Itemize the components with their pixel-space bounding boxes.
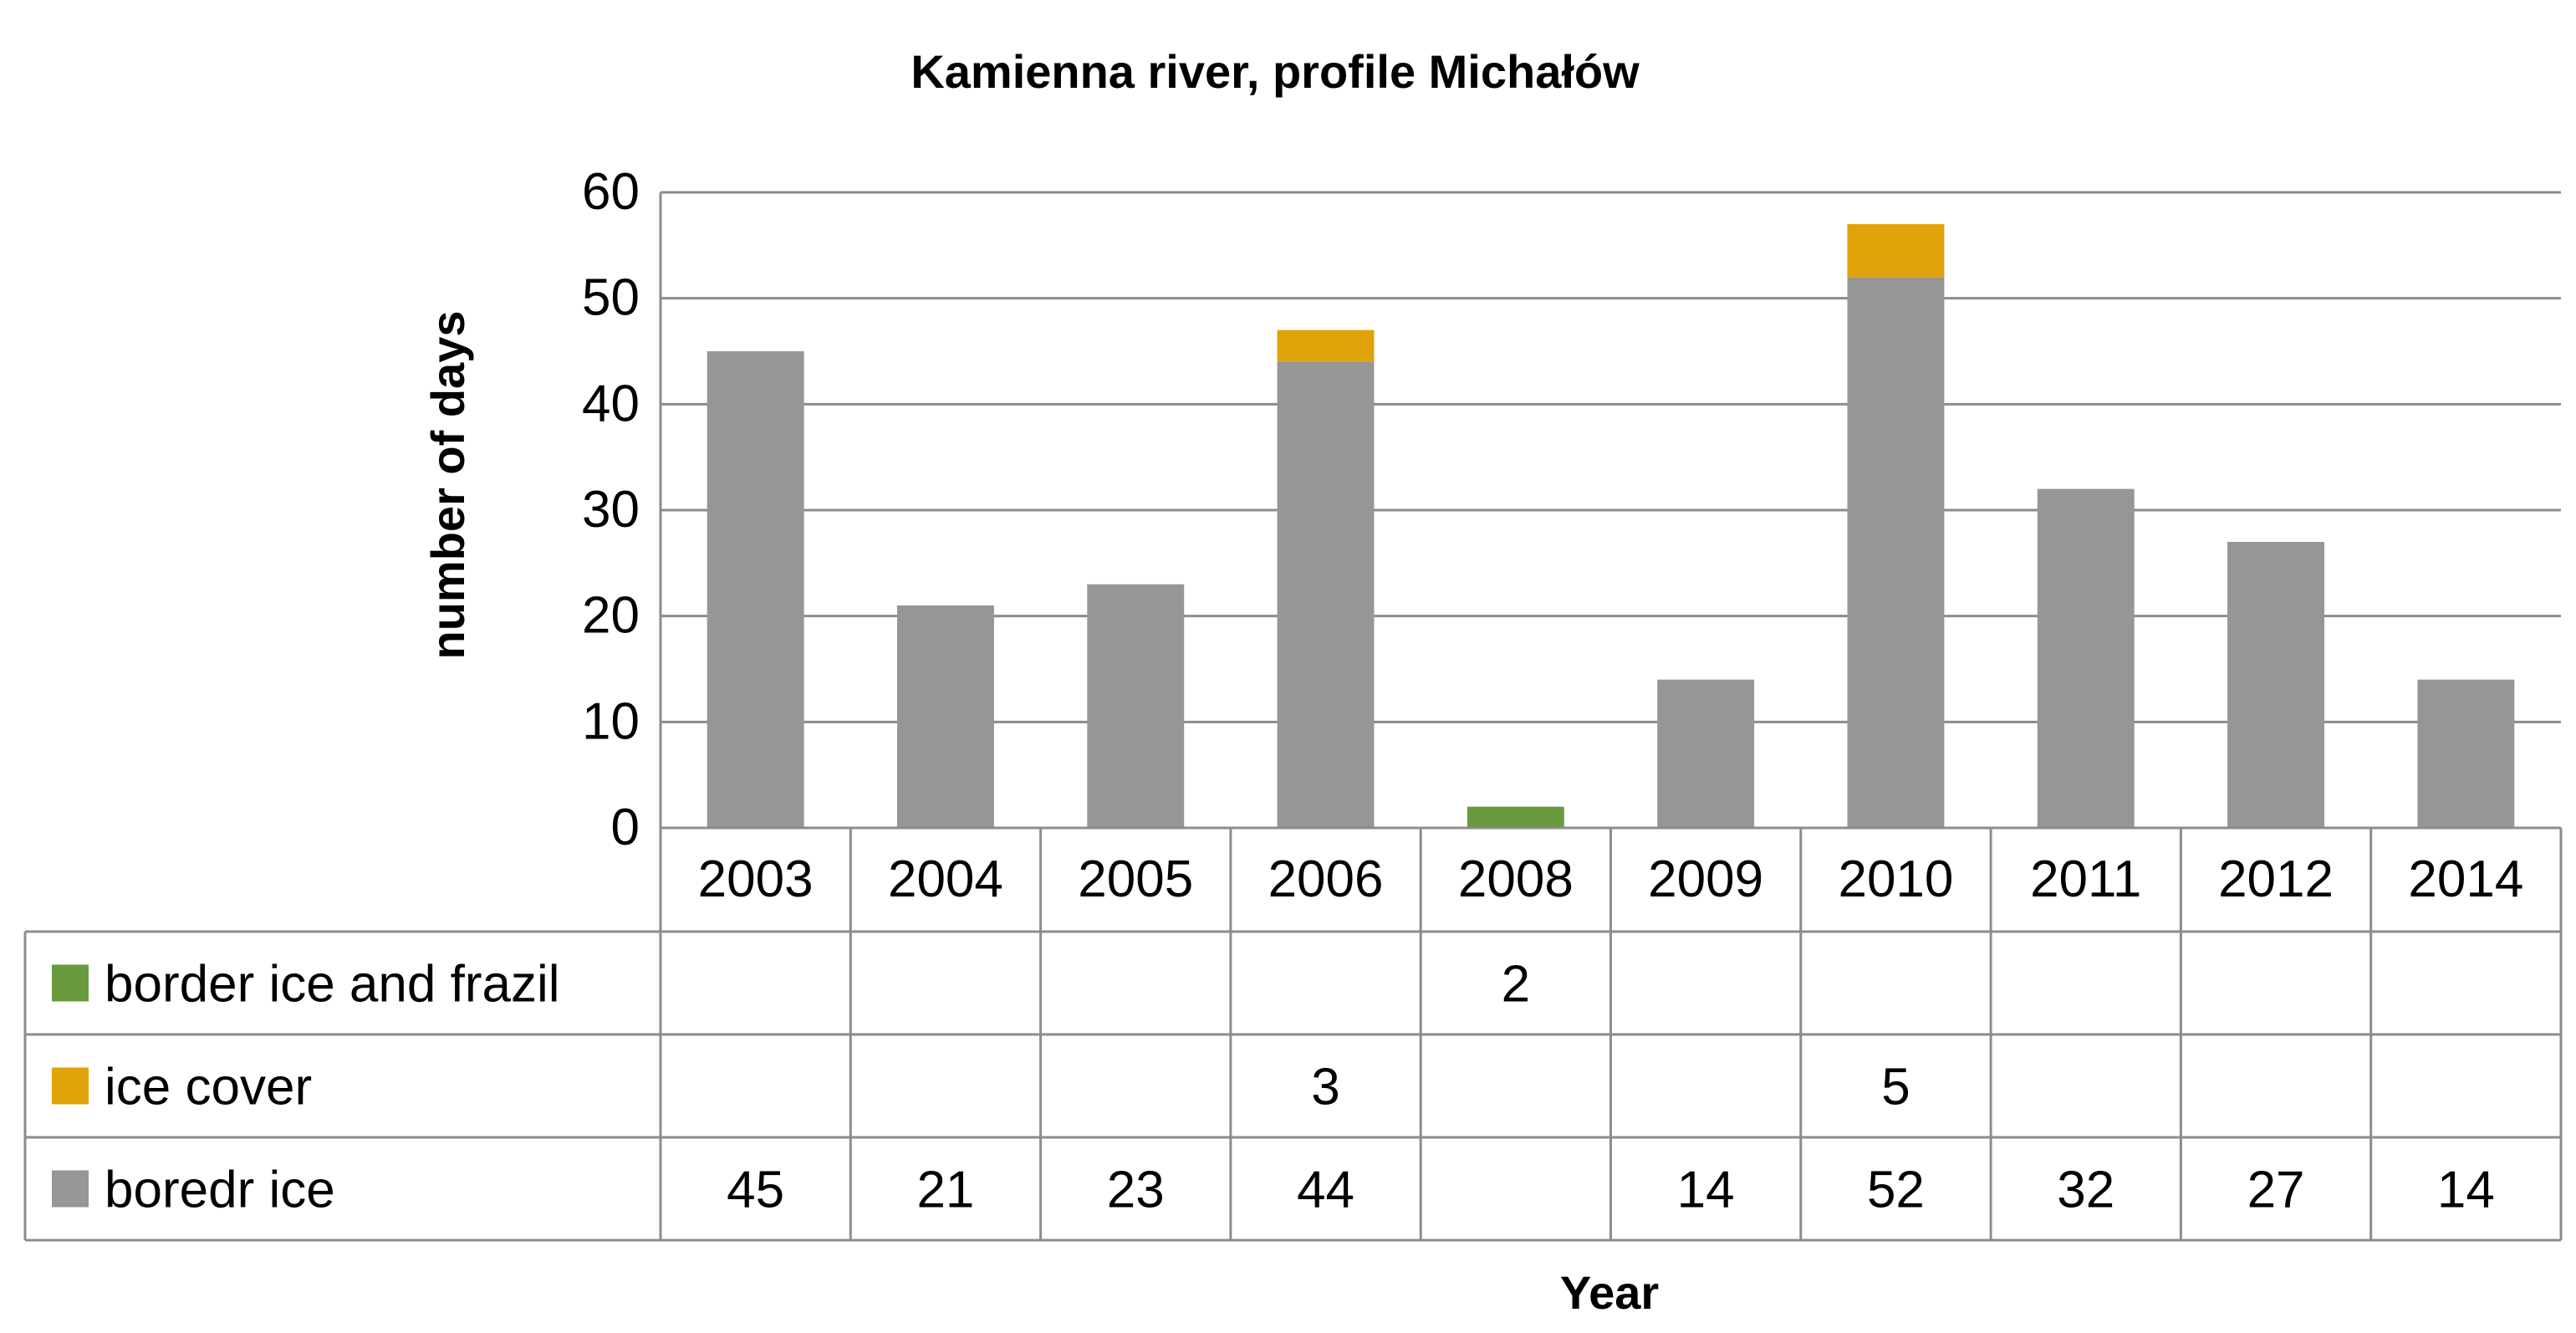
bar-ice-cover-2010 (1847, 224, 1945, 278)
legend-label: ice cover (105, 1059, 312, 1116)
data-table: 2003 2004 2005 2006 2008 2009 2010 2011 2012 2014… (23, 826, 2563, 1242)
y-tick-label: 20 (582, 587, 640, 645)
data-label: 2 (1502, 956, 1530, 1014)
y-tick-label: 50 (582, 269, 640, 327)
bars (706, 224, 2515, 829)
bar-ice-cover-2006 (1277, 329, 1375, 362)
x-tick-label: 2012 (2218, 850, 2334, 908)
data-label: 27 (2247, 1162, 2305, 1219)
y-tick-label: 30 (582, 481, 640, 539)
legend-swatch (52, 1170, 89, 1208)
x-tick-label: 2008 (1458, 850, 1574, 908)
y-axis-title: number of days (421, 311, 474, 660)
y-axis-ticks: 0 10 20 30 40 50 60 (582, 163, 640, 856)
bar-boredr-ice-2005 (1087, 584, 1185, 828)
data-label: 5 (1881, 1059, 1910, 1116)
data-label: 21 (916, 1162, 974, 1219)
x-tick-label: 2005 (1078, 850, 1193, 908)
y-tick-label: 40 (582, 375, 640, 432)
data-label: 32 (2057, 1162, 2114, 1219)
bar-boredr-ice-2011 (2037, 488, 2135, 828)
x-tick-label: 2014 (2408, 850, 2523, 908)
y-tick-label: 0 (611, 799, 640, 856)
data-label: 52 (1867, 1162, 1925, 1219)
legend-label: border ice and frazil (105, 956, 560, 1014)
y-tick-label: 10 (582, 692, 640, 750)
bar-boredr-ice-2012 (2227, 542, 2325, 828)
legend-label: boredr ice (105, 1162, 335, 1219)
x-tick-label: 2004 (888, 850, 1003, 908)
bar-boredr-ice-2004 (896, 605, 994, 828)
y-tick-label: 60 (582, 163, 640, 221)
x-tick-label: 2009 (1648, 850, 1763, 908)
x-tick-label: 2006 (1268, 850, 1384, 908)
x-tick-label: 2010 (1838, 850, 1953, 908)
bar-border-ice-and-frazil-2008 (1467, 806, 1564, 828)
bar-boredr-ice-2009 (1657, 679, 1755, 828)
chart-title: Kamienna river, profile Michałów (911, 45, 1640, 98)
bar-boredr-ice-2003 (706, 351, 804, 828)
data-label: 14 (2437, 1162, 2495, 1219)
bar-boredr-ice-2006 (1277, 361, 1375, 829)
bar-boredr-ice-2010 (1847, 277, 1945, 828)
data-label: 45 (727, 1162, 784, 1219)
data-label: 14 (1677, 1162, 1735, 1219)
legend-swatch (52, 1067, 89, 1105)
x-tick-label: 2003 (698, 850, 814, 908)
data-label: 44 (1297, 1162, 1354, 1219)
data-label: 23 (1107, 1162, 1165, 1219)
legend-swatch (52, 964, 89, 1002)
x-tick-label: 2011 (2030, 850, 2141, 908)
data-label: 3 (1311, 1059, 1339, 1116)
bar-boredr-ice-2014 (2417, 679, 2515, 828)
x-axis-title: Year (1560, 1266, 1659, 1319)
